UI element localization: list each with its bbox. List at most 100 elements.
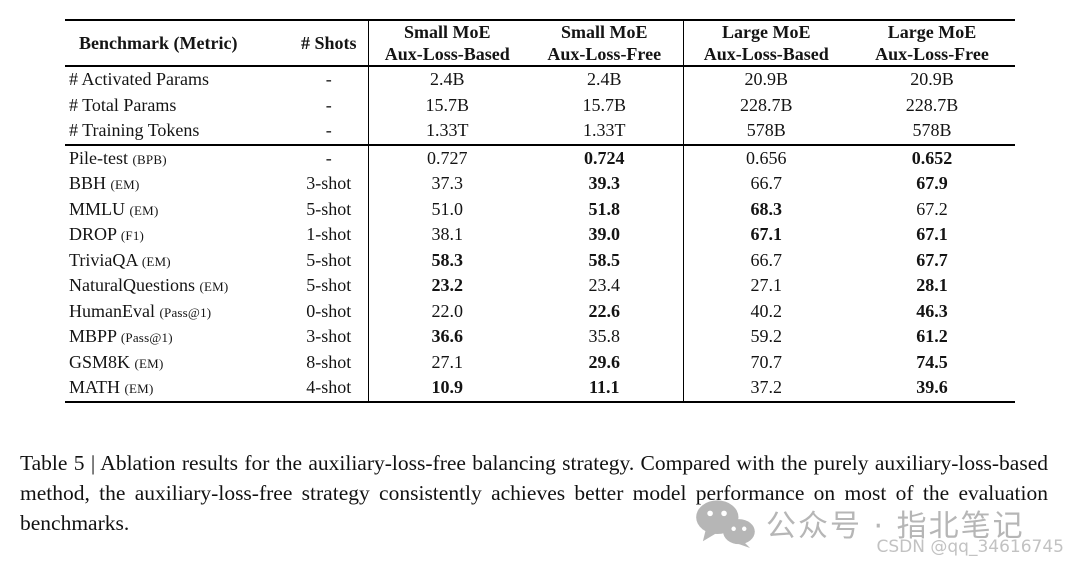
- value-cell: 28.1: [916, 275, 948, 296]
- value-cell: 578B: [912, 120, 952, 141]
- value-cell: 37.3: [367, 171, 526, 197]
- benchmark-name: Pile-test: [69, 147, 128, 168]
- value-cell: 67.1: [682, 222, 849, 248]
- benchmark-name-cell: DROP (F1): [65, 222, 290, 248]
- value-cell: 40.2: [682, 298, 849, 324]
- shots-cell: -: [325, 120, 332, 141]
- benchmark-metric: (F1): [120, 228, 145, 244]
- shots-cell: 5-shot: [306, 249, 352, 270]
- benchmark-name: MBPP: [69, 326, 117, 347]
- value-cell: 51.0: [367, 196, 526, 222]
- shots-cell: 3-shot: [306, 326, 352, 347]
- table-row: # Activated Params - 2.4B 2.4B 20.9B 20.9B: [65, 66, 1015, 93]
- shots-cell: 5-shot: [306, 275, 352, 296]
- shots-cell: 5-shot: [306, 198, 352, 219]
- params-section: # Activated Params -2.4B 2.4B 20.9B 20.9B # T…: [65, 66, 1015, 145]
- col-header-small-loss-free: Small MoE Aux-Loss-Free: [547, 22, 662, 64]
- value-cell: 0.724: [584, 147, 625, 168]
- ablation-results-table: Benchmark (Metric) # Shots Small MoE Aux…: [65, 19, 1015, 403]
- benchmark-name: # Total Params: [69, 94, 177, 115]
- value-cell: 39.3: [588, 173, 621, 194]
- table-row: DROP (F1) 1-shot 38.1 39.0 67.1 67.1: [65, 222, 1015, 248]
- table-row: TriviaQA (EM) 5-shot 58.3 58.5 66.7 67.7: [65, 247, 1015, 273]
- value-cell: 66.7: [682, 247, 849, 273]
- benchmark-name-cell: NaturalQuestions (EM): [65, 273, 290, 299]
- csdn-watermark-text: CSDN @qq_34616745: [876, 537, 1064, 557]
- benchmark-metric: (EM): [110, 177, 140, 193]
- shots-cell: -: [325, 69, 332, 90]
- benchmark-name: NaturalQuestions: [69, 275, 195, 296]
- col-header-benchmark: Benchmark (Metric): [79, 33, 238, 53]
- value-cell: 27.1: [367, 349, 526, 375]
- value-cell: 15.7B: [582, 94, 626, 115]
- shots-cell: -: [325, 94, 332, 115]
- benchmark-name-cell: # Activated Params: [65, 66, 290, 93]
- table-row: GSM8K (EM) 8-shot 27.1 29.6 70.7 74.5: [65, 349, 1015, 375]
- benchmark-name-cell: # Training Tokens: [65, 118, 290, 145]
- benchmark-name: # Training Tokens: [69, 120, 200, 141]
- benchmark-name-cell: HumanEval (Pass@1): [65, 299, 290, 325]
- value-cell: 46.3: [916, 300, 948, 321]
- table-caption: Table 5 | Ablation results for the auxil…: [20, 451, 1048, 535]
- benchmark-name-cell: MMLU (EM): [65, 197, 290, 223]
- wechat-watermark-text: 公众号 · 指北笔记: [766, 509, 1025, 544]
- value-cell: 58.5: [588, 249, 621, 270]
- benchmark-name-cell: # Total Params: [65, 93, 290, 119]
- value-cell: 20.9B: [910, 69, 954, 90]
- benchmark-metric: (EM): [129, 202, 159, 218]
- shots-cell: 3-shot: [306, 173, 352, 194]
- value-cell: 37.2: [682, 375, 849, 402]
- value-cell: 20.9B: [682, 66, 849, 93]
- value-cell: 36.6: [367, 324, 526, 350]
- value-cell: 67.2: [916, 198, 948, 219]
- value-cell: 1.33T: [583, 120, 626, 141]
- table-row: # Total Params - 15.7B 15.7B 228.7B 228.7B: [65, 92, 1015, 119]
- table-row: HumanEval (Pass@1) 0-shot 22.0 22.6 40.2 46.3: [65, 298, 1015, 325]
- benchmark-metric: (Pass@1): [120, 330, 173, 346]
- wechat-icon: [696, 500, 755, 548]
- benchmark-name-cell: BBH (EM): [65, 171, 290, 197]
- value-cell: 27.1: [682, 273, 849, 299]
- table-row: MMLU (EM) 5-shot 51.0 51.8 68.3 67.2: [65, 196, 1015, 223]
- wechat-watermark: 公众号 · 指北笔记: [694, 498, 1025, 548]
- benchmark-name-cell: MATH (EM): [65, 375, 290, 402]
- value-cell: 74.5: [916, 351, 948, 372]
- benchmarks-section: Pile-test (BPB) - 0.727 0.724 0.656 0.652 BBH …: [65, 144, 1015, 402]
- benchmark-metric: (EM): [199, 279, 229, 295]
- benchmark-name: TriviaQA: [69, 249, 138, 270]
- value-cell: 38.1: [367, 222, 526, 248]
- value-cell: 23.2: [367, 273, 526, 299]
- shots-cell: 0-shot: [306, 300, 352, 321]
- value-cell: 23.4: [588, 275, 621, 296]
- value-cell: 39.6: [916, 377, 948, 398]
- value-cell: 68.3: [682, 196, 849, 222]
- shots-cell: 4-shot: [306, 377, 352, 398]
- benchmark-metric: (EM): [141, 253, 171, 269]
- benchmark-name: # Activated Params: [69, 69, 209, 90]
- value-cell: 2.4B: [367, 66, 526, 93]
- value-cell: 67.1: [916, 224, 948, 245]
- table-header: Benchmark (Metric) # Shots Small MoE Aux…: [65, 20, 1015, 66]
- value-cell: 228.7B: [905, 94, 959, 115]
- value-cell: 59.2: [682, 324, 849, 350]
- value-cell: 0.652: [911, 147, 953, 168]
- col-header-small-loss-based: Small MoE Aux-Loss-Based: [367, 20, 526, 66]
- benchmark-name: BBH: [69, 173, 107, 194]
- col-header-large-loss-free: Large MoE Aux-Loss-Free: [875, 22, 989, 64]
- benchmark-name: HumanEval: [69, 300, 155, 321]
- shots-cell: 8-shot: [306, 351, 352, 372]
- value-cell: 10.9: [367, 375, 526, 402]
- value-cell: 67.9: [916, 173, 948, 194]
- table-row: # Training Tokens - 1.33T 1.33T 578B 578B: [65, 118, 1015, 145]
- value-cell: 70.7: [682, 349, 849, 375]
- benchmark-name: MATH: [69, 377, 121, 398]
- shots-cell: -: [325, 147, 332, 168]
- table-row: NaturalQuestions (EM) 5-shot 23.2 23.4 27.1 2…: [65, 273, 1015, 299]
- value-cell: 0.656: [682, 144, 849, 171]
- benchmark-metric: (BPB): [132, 151, 167, 167]
- benchmark-name: MMLU: [69, 198, 126, 219]
- value-cell: 0.727: [367, 144, 526, 171]
- benchmark-metric: (Pass@1): [159, 304, 212, 320]
- value-cell: 51.8: [588, 198, 621, 219]
- col-header-large-loss-based: Large MoE Aux-Loss-Based: [682, 20, 849, 66]
